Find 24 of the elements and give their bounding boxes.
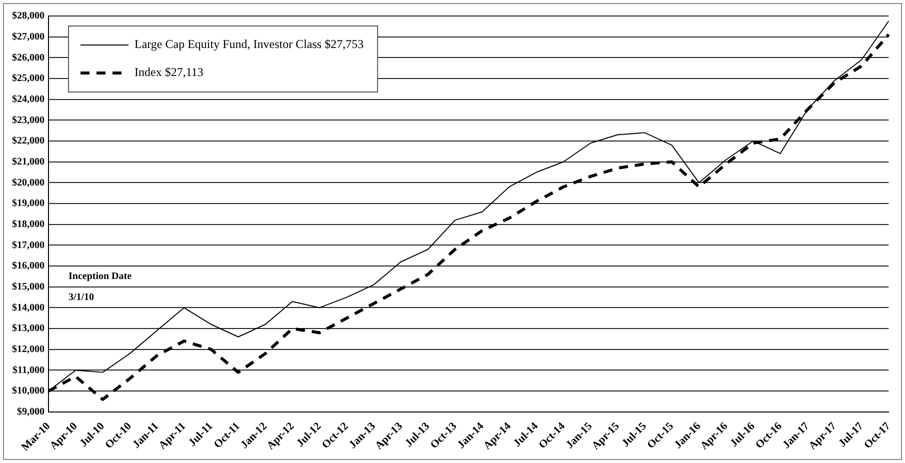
y-tick-label: $25,000 <box>12 73 44 84</box>
annotation: Inception Date <box>68 271 132 282</box>
y-tick-label: $24,000 <box>12 94 44 105</box>
y-tick-label: $13,000 <box>12 323 44 334</box>
y-tick-label: $22,000 <box>12 136 44 147</box>
y-tick-label: $17,000 <box>12 240 44 251</box>
y-tick-label: $10,000 <box>12 386 44 397</box>
y-tick-label: $23,000 <box>12 114 44 126</box>
y-tick-label: $11,000 <box>12 364 44 376</box>
y-tick-label: $12,000 <box>12 344 44 355</box>
y-tick-label: $28,000 <box>12 10 44 22</box>
y-tick-label: $20,000 <box>12 177 44 188</box>
y-tick-label: $27,000 <box>12 31 44 42</box>
y-tick-label: $14,000 <box>12 302 44 314</box>
annotation: 3/1/10 <box>68 292 94 303</box>
y-tick-label: $15,000 <box>12 281 44 292</box>
legend-label: Large Cap Equity Fund, Investor Class $27,753 <box>134 37 364 52</box>
legend-label: Index $27,113 <box>134 65 204 80</box>
y-tick-label: $19,000 <box>12 198 44 210</box>
y-tick-label: $21,000 <box>12 156 44 168</box>
y-tick-label: $9,000 <box>17 406 44 418</box>
y-tick-label: $16,000 <box>12 260 44 272</box>
y-tick-label: $18,000 <box>12 218 44 230</box>
y-tick-label: $26,000 <box>12 52 44 64</box>
